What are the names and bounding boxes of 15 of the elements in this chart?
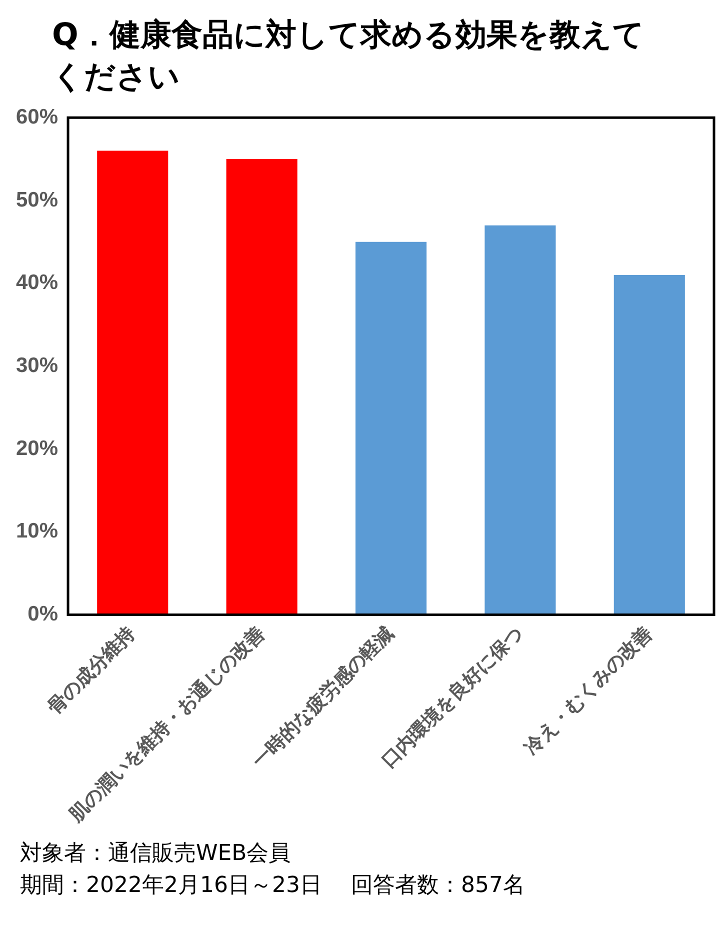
y-tick-label: 30% [16,354,58,377]
bar [226,159,298,615]
chart-title: Q．健康食品に対して求める効果を教えてください [52,16,646,97]
bar [355,242,427,615]
x-tick-label: 冷え・むくみの改善 [520,622,656,759]
text: 期間：2022年2月16日～23日 回答者数：857名 [20,872,525,900]
bar [97,150,168,615]
bar [484,225,556,615]
y-tick-label: 40% [16,271,58,294]
y-tick-label: 20% [16,436,58,460]
bar [614,275,685,615]
y-tick-label: 60% [16,105,58,128]
y-tick-label: 10% [16,520,58,543]
text: 対象者：通信販売WEB会員 [20,840,292,868]
y-tick-label: 50% [16,188,58,212]
